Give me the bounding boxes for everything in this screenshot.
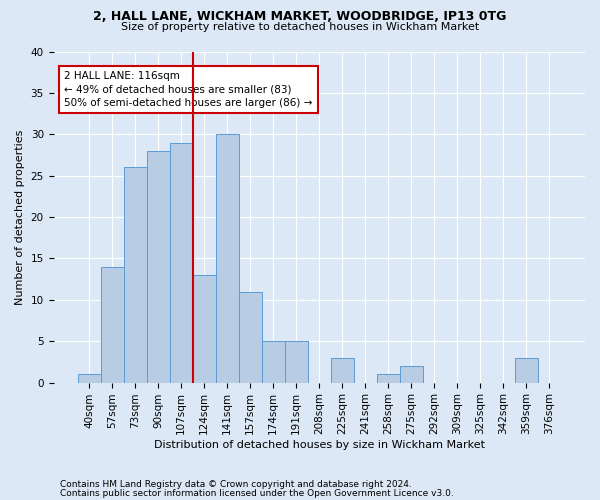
Y-axis label: Number of detached properties: Number of detached properties <box>15 130 25 304</box>
Bar <box>147 151 170 382</box>
Text: Contains public sector information licensed under the Open Government Licence v3: Contains public sector information licen… <box>60 488 454 498</box>
Bar <box>170 142 193 382</box>
Bar <box>400 366 423 382</box>
Bar <box>377 374 400 382</box>
Text: 2, HALL LANE, WICKHAM MARKET, WOODBRIDGE, IP13 0TG: 2, HALL LANE, WICKHAM MARKET, WOODBRIDGE… <box>94 10 506 23</box>
Bar <box>216 134 239 382</box>
Bar <box>285 341 308 382</box>
Bar <box>101 266 124 382</box>
Bar <box>124 168 147 382</box>
Bar <box>77 374 101 382</box>
Bar <box>239 292 262 382</box>
Bar <box>331 358 354 382</box>
X-axis label: Distribution of detached houses by size in Wickham Market: Distribution of detached houses by size … <box>154 440 485 450</box>
Text: Contains HM Land Registry data © Crown copyright and database right 2024.: Contains HM Land Registry data © Crown c… <box>60 480 412 489</box>
Bar <box>515 358 538 382</box>
Text: 2 HALL LANE: 116sqm
← 49% of detached houses are smaller (83)
50% of semi-detach: 2 HALL LANE: 116sqm ← 49% of detached ho… <box>64 72 313 108</box>
Bar <box>262 341 285 382</box>
Bar <box>193 275 216 382</box>
Text: Size of property relative to detached houses in Wickham Market: Size of property relative to detached ho… <box>121 22 479 32</box>
